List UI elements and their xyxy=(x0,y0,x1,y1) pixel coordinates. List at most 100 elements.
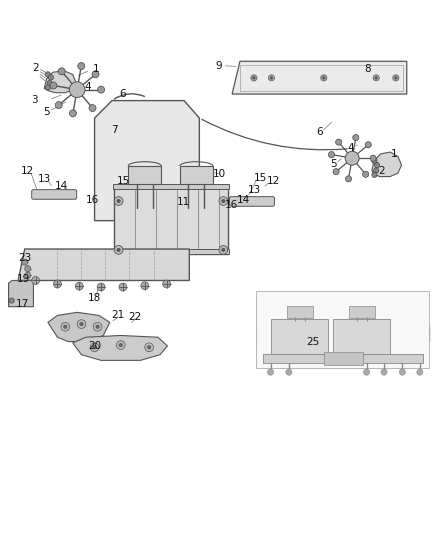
FancyBboxPatch shape xyxy=(32,190,77,199)
Circle shape xyxy=(25,265,31,272)
Polygon shape xyxy=(349,306,375,318)
Circle shape xyxy=(96,325,99,328)
Polygon shape xyxy=(114,185,228,254)
Polygon shape xyxy=(372,152,402,176)
Circle shape xyxy=(58,68,65,75)
Polygon shape xyxy=(287,306,313,318)
Polygon shape xyxy=(33,191,75,198)
Circle shape xyxy=(321,75,327,81)
Text: 1: 1 xyxy=(390,149,397,159)
Circle shape xyxy=(333,168,339,175)
Text: 8: 8 xyxy=(364,64,371,74)
Circle shape xyxy=(253,77,255,79)
FancyBboxPatch shape xyxy=(420,324,430,342)
Circle shape xyxy=(336,139,342,145)
Circle shape xyxy=(365,142,371,148)
Text: 17: 17 xyxy=(16,298,29,309)
Circle shape xyxy=(286,369,292,375)
Circle shape xyxy=(9,298,14,303)
Text: 6: 6 xyxy=(316,127,323,137)
Polygon shape xyxy=(95,101,199,221)
Circle shape xyxy=(75,282,83,290)
Circle shape xyxy=(353,134,359,141)
Text: 4: 4 xyxy=(85,82,92,92)
Circle shape xyxy=(372,158,377,164)
Text: 15: 15 xyxy=(254,173,267,183)
Circle shape xyxy=(364,369,370,375)
Circle shape xyxy=(48,75,53,80)
Circle shape xyxy=(50,82,57,89)
Circle shape xyxy=(47,80,52,86)
Circle shape xyxy=(162,280,170,288)
Text: 18: 18 xyxy=(88,293,101,303)
Circle shape xyxy=(328,151,335,158)
Circle shape xyxy=(399,369,406,375)
FancyBboxPatch shape xyxy=(113,183,229,189)
Circle shape xyxy=(219,197,228,205)
Text: 23: 23 xyxy=(18,253,32,263)
Circle shape xyxy=(417,369,423,375)
Text: 5: 5 xyxy=(43,107,50,117)
FancyBboxPatch shape xyxy=(256,292,428,368)
Text: 11: 11 xyxy=(177,197,190,207)
Circle shape xyxy=(98,86,105,93)
Text: 15: 15 xyxy=(117,176,131,187)
Circle shape xyxy=(141,282,149,289)
Circle shape xyxy=(45,72,50,77)
Circle shape xyxy=(114,197,123,205)
Circle shape xyxy=(69,82,85,98)
Text: 22: 22 xyxy=(128,312,142,322)
Circle shape xyxy=(346,176,352,182)
Circle shape xyxy=(25,272,31,278)
Polygon shape xyxy=(44,71,76,93)
Circle shape xyxy=(375,77,378,79)
Circle shape xyxy=(374,163,380,168)
Circle shape xyxy=(268,369,274,375)
Text: 12: 12 xyxy=(267,176,280,187)
Circle shape xyxy=(373,75,379,81)
Circle shape xyxy=(117,199,120,203)
Circle shape xyxy=(119,283,127,291)
Text: 13: 13 xyxy=(248,185,261,195)
Text: 3: 3 xyxy=(32,95,38,104)
Circle shape xyxy=(222,248,225,252)
Text: 6: 6 xyxy=(119,89,125,99)
Circle shape xyxy=(222,199,225,203)
Circle shape xyxy=(61,322,70,331)
Circle shape xyxy=(322,77,325,79)
Circle shape xyxy=(393,75,399,81)
FancyBboxPatch shape xyxy=(230,197,275,206)
Polygon shape xyxy=(128,166,161,184)
Circle shape xyxy=(145,343,153,352)
Text: 9: 9 xyxy=(215,61,223,71)
Text: 7: 7 xyxy=(111,125,117,135)
Circle shape xyxy=(345,151,359,165)
Polygon shape xyxy=(48,312,110,342)
Circle shape xyxy=(97,283,105,291)
Text: 14: 14 xyxy=(237,195,250,205)
Circle shape xyxy=(78,62,85,69)
Circle shape xyxy=(381,369,387,375)
Text: 2: 2 xyxy=(32,63,39,73)
Circle shape xyxy=(117,248,120,252)
Text: 16: 16 xyxy=(225,199,238,209)
Text: 12: 12 xyxy=(21,166,35,176)
Text: 5: 5 xyxy=(330,159,337,169)
Text: 21: 21 xyxy=(111,310,124,320)
Circle shape xyxy=(363,171,369,177)
Circle shape xyxy=(268,75,275,81)
Polygon shape xyxy=(73,335,167,360)
Text: 19: 19 xyxy=(17,274,30,284)
Circle shape xyxy=(395,77,397,79)
Text: 20: 20 xyxy=(88,341,101,351)
FancyBboxPatch shape xyxy=(113,249,229,254)
Circle shape xyxy=(80,322,83,326)
Circle shape xyxy=(64,325,67,328)
Text: 14: 14 xyxy=(55,181,68,191)
Polygon shape xyxy=(9,280,33,306)
Circle shape xyxy=(32,277,39,285)
FancyBboxPatch shape xyxy=(324,352,363,365)
Circle shape xyxy=(117,341,125,350)
Circle shape xyxy=(90,343,99,352)
Circle shape xyxy=(148,345,151,349)
